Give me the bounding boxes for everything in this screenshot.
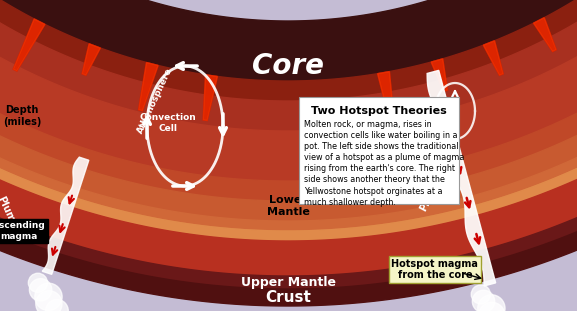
Polygon shape — [0, 0, 577, 201]
Circle shape — [36, 291, 62, 311]
Polygon shape — [0, 0, 577, 289]
Circle shape — [479, 302, 505, 311]
Polygon shape — [377, 72, 395, 124]
Text: Crust: Crust — [265, 290, 311, 305]
Circle shape — [46, 299, 68, 311]
Polygon shape — [431, 59, 447, 91]
Polygon shape — [0, 0, 577, 241]
Text: Lower
Mantle: Lower Mantle — [267, 195, 309, 217]
Polygon shape — [0, 0, 577, 131]
Text: Plume: Plume — [418, 179, 443, 213]
Text: Core: Core — [252, 52, 324, 80]
Polygon shape — [427, 70, 496, 286]
Text: Athenosphere: Athenosphere — [136, 67, 174, 135]
Polygon shape — [0, 0, 577, 276]
Polygon shape — [138, 63, 158, 111]
Polygon shape — [138, 63, 158, 111]
Text: Convection
Cell: Convection Cell — [140, 113, 196, 133]
Circle shape — [29, 279, 52, 301]
Circle shape — [35, 283, 62, 310]
Polygon shape — [0, 0, 577, 241]
Polygon shape — [42, 157, 89, 274]
Circle shape — [471, 285, 490, 304]
Polygon shape — [82, 44, 100, 75]
Polygon shape — [13, 19, 45, 71]
Polygon shape — [484, 41, 503, 75]
Polygon shape — [377, 72, 395, 124]
Text: Plume: Plume — [0, 195, 18, 230]
Polygon shape — [0, 0, 577, 181]
Text: Ascending
magma: Ascending magma — [0, 221, 46, 241]
Polygon shape — [431, 59, 447, 91]
Text: Hotspot magma
from the core: Hotspot magma from the core — [391, 259, 478, 280]
Polygon shape — [534, 18, 556, 52]
Polygon shape — [0, 0, 577, 241]
Polygon shape — [534, 18, 556, 52]
Polygon shape — [203, 75, 218, 121]
Circle shape — [28, 273, 47, 292]
Circle shape — [478, 295, 505, 311]
Circle shape — [473, 290, 494, 311]
Text: Two Hotspot Theories: Two Hotspot Theories — [311, 106, 447, 116]
Text: Upper Mantle: Upper Mantle — [241, 276, 335, 289]
Polygon shape — [82, 44, 100, 75]
Polygon shape — [0, 0, 577, 81]
FancyBboxPatch shape — [299, 97, 459, 204]
Polygon shape — [13, 19, 45, 71]
Polygon shape — [0, 0, 577, 221]
Polygon shape — [484, 41, 503, 75]
Text: Molten rock, or magma, rises in
convection cells like water boiling in a
pot. Th: Molten rock, or magma, rises in convecti… — [304, 120, 464, 207]
Polygon shape — [0, 0, 577, 101]
Polygon shape — [203, 75, 218, 121]
Text: Depth
(miles): Depth (miles) — [3, 105, 41, 127]
